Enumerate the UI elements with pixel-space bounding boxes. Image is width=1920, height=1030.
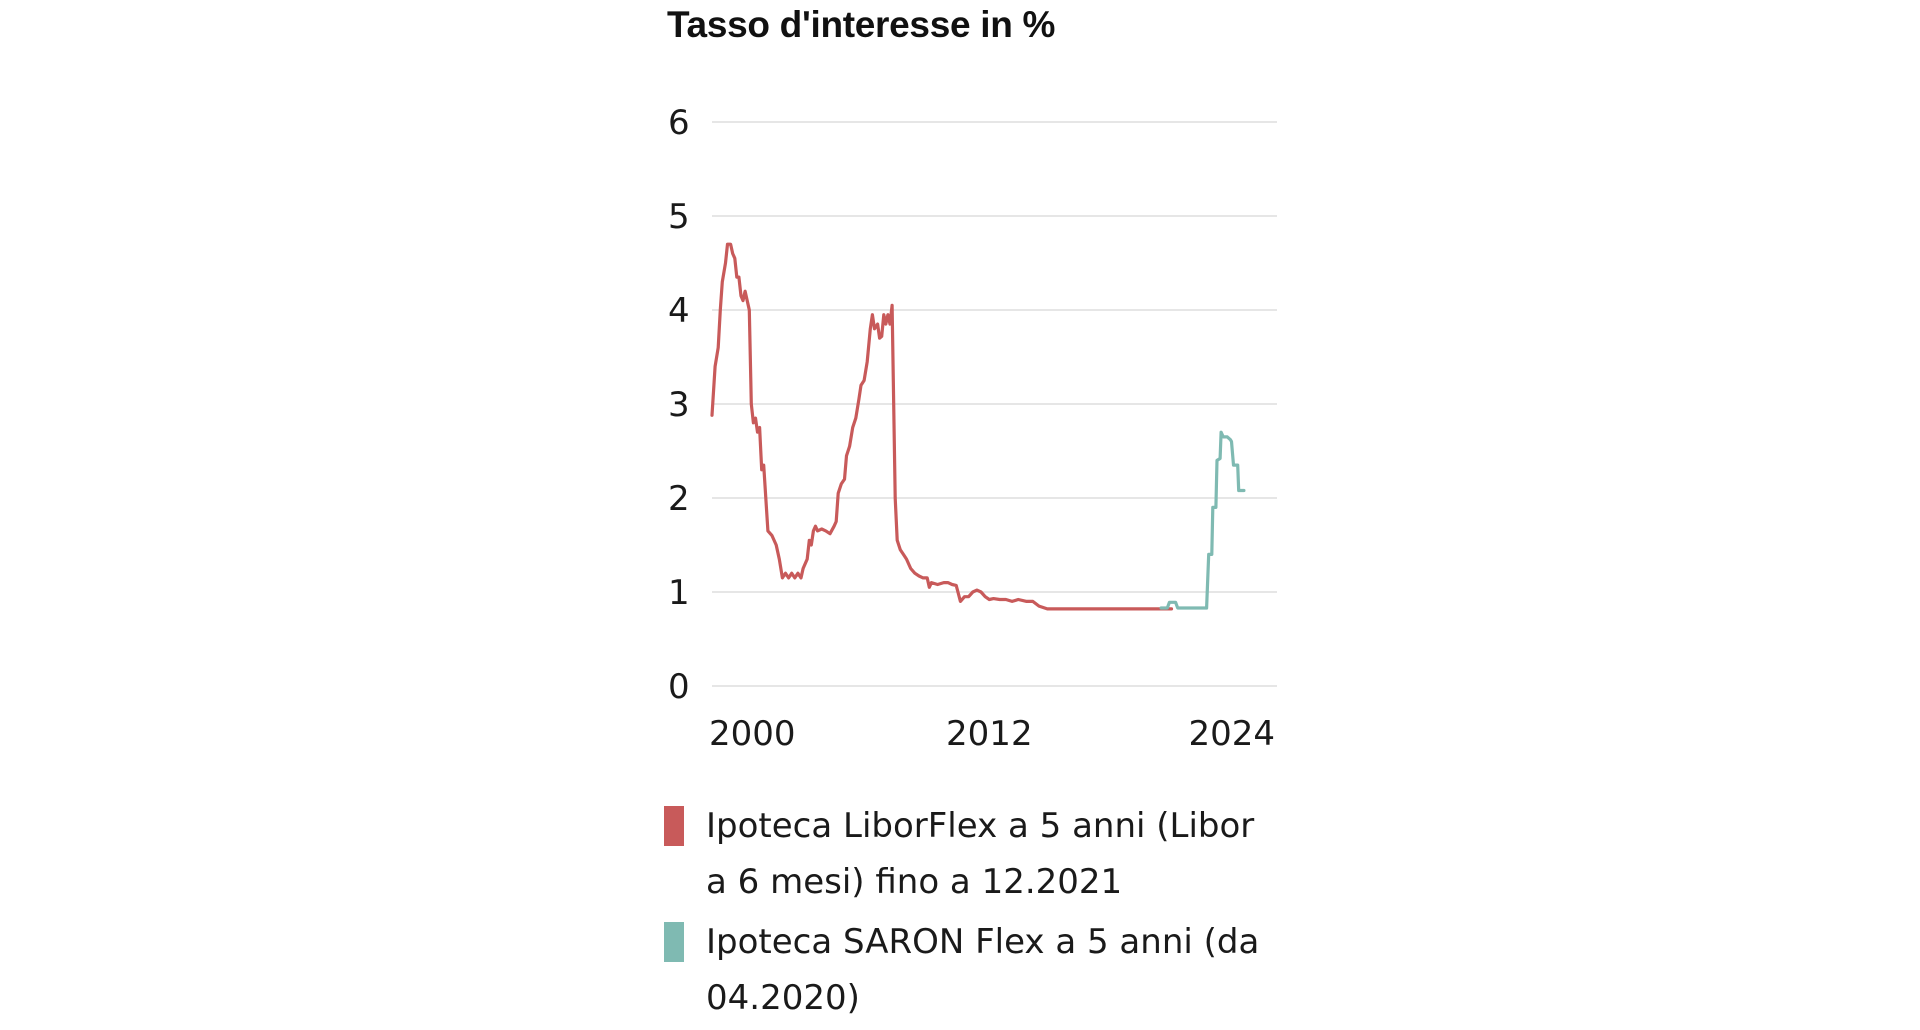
series-lines	[710, 242, 1246, 611]
y-tick-label: 3	[668, 385, 690, 425]
chart-title: Tasso d'interesse in %	[667, 4, 1056, 45]
legend-swatch-liborflex	[664, 806, 684, 846]
legend-label-saron-flex: Ipoteca SARON Flex a 5 anni (da 04.2020)	[706, 922, 1260, 1018]
series-line-liborflex	[710, 242, 1174, 611]
line-chart: 0 1 2 3 4 5 6 2000 2012 2024	[668, 103, 1277, 754]
series-line-saron-flex	[1159, 430, 1246, 610]
y-tick-label: 4	[668, 291, 690, 331]
legend-label-liborflex: Ipoteca LiborFlex a 5 anni (Libor a 6 me…	[706, 806, 1255, 902]
legend-swatch-saron-flex	[664, 922, 684, 962]
y-tick-label: 2	[668, 479, 690, 519]
x-tick-label: 2024	[1188, 714, 1275, 754]
legend: Ipoteca LiborFlex a 5 anni (Libor a 6 me…	[664, 798, 1284, 1030]
x-tick-label: 2012	[946, 714, 1033, 754]
x-tick-label: 2000	[709, 714, 796, 754]
y-tick-label: 6	[668, 103, 690, 143]
gridlines	[712, 121, 1277, 687]
y-axis-tick-labels: 0 1 2 3 4 5 6	[668, 103, 690, 707]
legend-item-saron-flex: Ipoteca SARON Flex a 5 anni (da 04.2020)	[664, 914, 1284, 1026]
y-tick-label: 5	[668, 197, 690, 237]
legend-item-liborflex: Ipoteca LiborFlex a 5 anni (Libor a 6 me…	[664, 798, 1284, 910]
y-tick-label: 0	[668, 667, 690, 707]
y-tick-label: 1	[668, 573, 690, 613]
x-axis-tick-labels: 2000 2012 2024	[709, 714, 1275, 754]
